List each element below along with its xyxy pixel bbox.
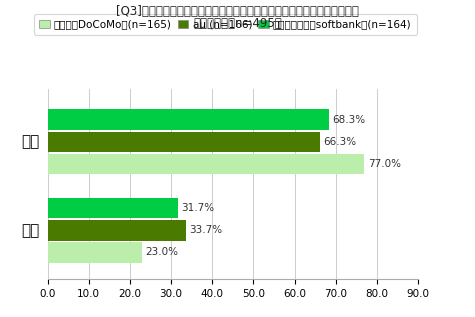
Bar — [48, 132, 321, 152]
Text: （単一回答、n=495）: （単一回答、n=495） — [193, 17, 282, 30]
Text: 66.3%: 66.3% — [324, 137, 357, 147]
Bar — [48, 242, 142, 263]
Text: 23.0%: 23.0% — [145, 248, 179, 257]
Text: 77.0%: 77.0% — [368, 159, 401, 169]
Legend: ドコモ（DoCoMo）(n=165), au (n=166), ソフトバンク（softbank）(n=164): ドコモ（DoCoMo）(n=165), au (n=166), ソフトバンク（s… — [34, 14, 417, 35]
Text: 31.7%: 31.7% — [181, 203, 214, 213]
Bar — [48, 198, 178, 218]
Bar — [48, 154, 364, 174]
Text: [Q3]あなたはモバイル懸賞・キャンペーンに応募したことがありますか。: [Q3]あなたはモバイル懸賞・キャンペーンに応募したことがありますか。 — [116, 5, 359, 18]
Text: 68.3%: 68.3% — [332, 115, 365, 125]
Text: 33.7%: 33.7% — [190, 225, 223, 235]
Bar — [48, 109, 329, 130]
Bar — [48, 220, 186, 241]
